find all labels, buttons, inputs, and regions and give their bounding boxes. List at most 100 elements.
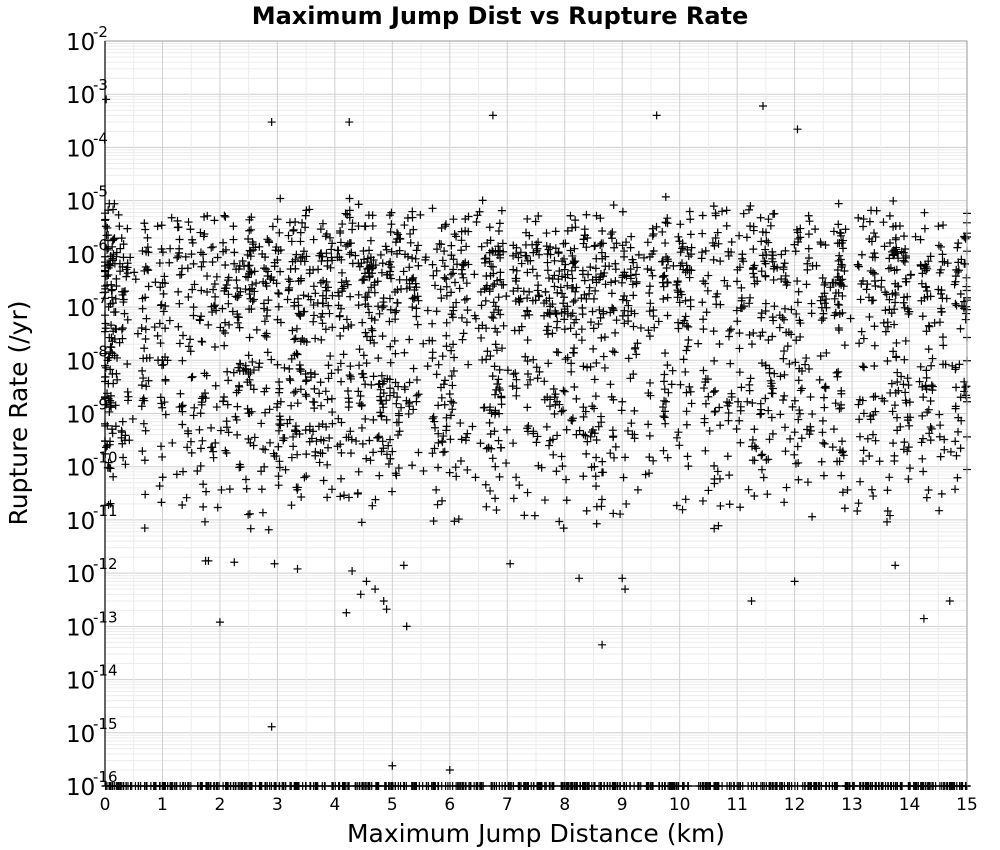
data-point (893, 413, 902, 422)
data-point (962, 382, 971, 391)
data-point (568, 251, 577, 260)
data-point (865, 452, 874, 461)
data-point (552, 348, 561, 357)
data-point (489, 298, 498, 307)
data-point (883, 318, 892, 327)
data-point (859, 222, 868, 231)
data-point (674, 232, 683, 241)
data-point (543, 250, 552, 259)
data-point (416, 210, 425, 219)
data-point (591, 472, 600, 481)
data-point (414, 448, 423, 457)
data-point (570, 244, 579, 253)
data-point (419, 339, 428, 348)
data-point (525, 287, 534, 296)
data-point (196, 248, 205, 257)
data-point (488, 246, 497, 255)
data-point (879, 318, 888, 327)
data-point (312, 437, 321, 446)
data-point (612, 239, 621, 248)
data-point (905, 307, 914, 316)
data-point (394, 464, 403, 473)
data-point (207, 302, 216, 311)
y-tick-exponent: -13 (93, 608, 118, 626)
data-point (533, 271, 542, 280)
data-point (790, 450, 799, 459)
data-point (787, 330, 796, 339)
data-point (342, 276, 351, 285)
data-point (854, 260, 863, 269)
data-point (920, 264, 929, 273)
data-point (533, 432, 542, 441)
data-point (397, 403, 406, 412)
data-point (681, 312, 690, 321)
data-point (113, 375, 122, 384)
data-point (901, 336, 910, 345)
data-point (537, 463, 546, 472)
data-point (199, 257, 208, 266)
data-point (184, 218, 193, 227)
data-point (274, 289, 283, 298)
data-point (184, 292, 193, 301)
data-point (382, 245, 391, 254)
data-point (699, 315, 708, 324)
data-point (529, 355, 538, 364)
data-point (836, 276, 845, 285)
data-point (176, 389, 185, 398)
data-point (523, 357, 532, 366)
data-point (250, 433, 259, 442)
data-point (110, 199, 119, 208)
x-tick-label: 2 (215, 795, 226, 815)
data-point (887, 379, 896, 388)
data-point (535, 367, 544, 376)
data-point (611, 259, 620, 268)
data-point (304, 292, 313, 301)
data-point (587, 428, 596, 437)
data-point (927, 361, 936, 370)
data-point (248, 297, 257, 306)
data-point (676, 248, 685, 257)
data-point (560, 325, 569, 334)
y-tick-label: 10 (66, 30, 95, 56)
data-point (305, 269, 314, 278)
data-point (838, 488, 847, 497)
data-point (567, 266, 576, 275)
data-point (646, 299, 655, 308)
data-point (893, 377, 902, 386)
data-point (523, 268, 532, 277)
data-point (761, 361, 770, 370)
data-point (859, 446, 868, 455)
data-point (694, 339, 703, 348)
data-point (543, 393, 552, 402)
data-point (155, 482, 164, 491)
data-point (445, 468, 454, 477)
data-point (859, 215, 868, 224)
data-point (118, 323, 127, 332)
data-point (356, 391, 365, 400)
data-point (683, 245, 692, 254)
data-point (270, 559, 279, 568)
data-point (213, 503, 222, 512)
data-point (479, 403, 488, 412)
data-point (461, 214, 470, 223)
data-point (458, 335, 467, 344)
data-point (584, 270, 593, 279)
data-point (905, 398, 914, 407)
data-point (262, 384, 271, 393)
data-point (104, 379, 113, 388)
data-point (400, 385, 409, 394)
data-point (586, 432, 595, 441)
data-point (317, 256, 326, 265)
data-point (808, 261, 817, 270)
data-point (936, 452, 945, 461)
data-point (311, 334, 320, 343)
data-point (833, 266, 842, 275)
data-point (891, 290, 900, 299)
data-point (936, 421, 945, 430)
data-point (482, 281, 491, 290)
data-point (837, 389, 846, 398)
data-point (264, 237, 273, 246)
data-point (393, 298, 402, 307)
data-point (275, 412, 284, 421)
data-point (101, 324, 110, 333)
